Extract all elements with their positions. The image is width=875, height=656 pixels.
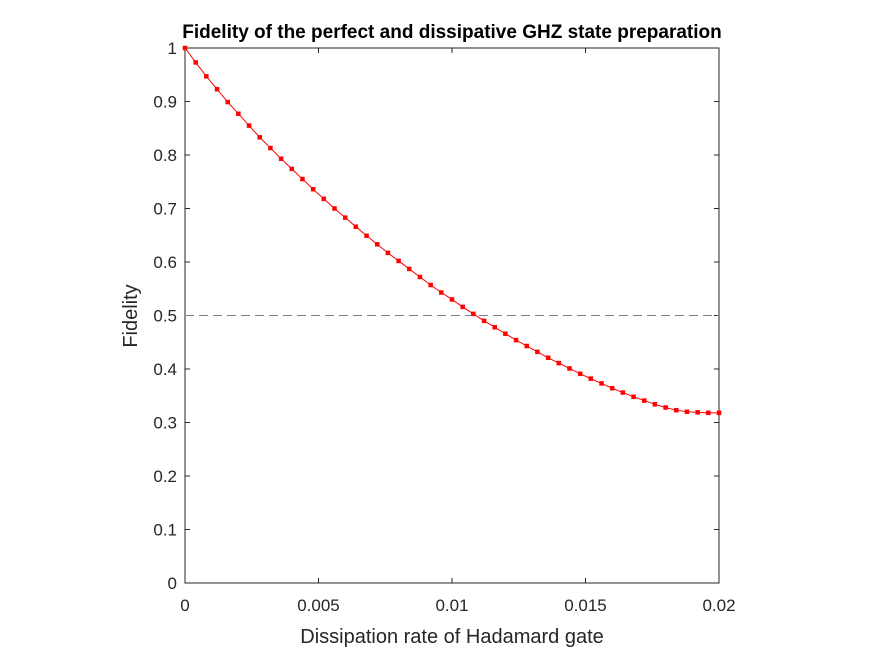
data-point bbox=[417, 274, 423, 280]
data-point bbox=[236, 111, 241, 117]
x-tick-label: 0.02 bbox=[702, 596, 735, 615]
y-tick-label: 0.8 bbox=[153, 146, 177, 165]
data-point bbox=[641, 398, 647, 403]
x-tick-label: 0.01 bbox=[435, 596, 468, 615]
data-point bbox=[289, 166, 295, 172]
y-tick-label: 0.9 bbox=[153, 93, 177, 112]
data-point bbox=[300, 176, 305, 182]
data-point bbox=[246, 123, 252, 128]
data-point bbox=[225, 99, 230, 105]
series-line bbox=[184, 47, 719, 414]
data-point bbox=[684, 409, 690, 415]
y-tick-label: 0.1 bbox=[153, 521, 177, 540]
data-point bbox=[353, 224, 359, 229]
data-point bbox=[716, 410, 722, 416]
y-tick-label: 0 bbox=[168, 574, 177, 593]
data-point bbox=[439, 290, 444, 295]
data-point bbox=[407, 266, 412, 272]
y-tick-label: 0.5 bbox=[153, 307, 177, 326]
x-tick-label: 0.015 bbox=[564, 596, 607, 615]
plot-area: 0 0.005 0.01 0.015 0.02 0 0.1 0.2 0.3 0.4 0.5 0.6 0.… bbox=[153, 39, 735, 615]
data-point bbox=[332, 206, 337, 211]
data-point bbox=[706, 410, 711, 416]
data-point bbox=[428, 282, 433, 288]
data-point bbox=[193, 60, 198, 65]
data-point bbox=[631, 394, 636, 400]
data-point bbox=[342, 215, 348, 220]
data-point bbox=[396, 258, 401, 264]
x-tick-label: 0.005 bbox=[297, 596, 340, 615]
data-point bbox=[492, 325, 497, 330]
data-point bbox=[310, 186, 316, 192]
x-axis-label: Dissipation rate of Hadamard gate bbox=[300, 626, 604, 648]
data-point bbox=[268, 145, 273, 151]
y-tick-label: 0.7 bbox=[153, 200, 177, 219]
y-tick-label: 0.6 bbox=[153, 253, 177, 272]
chart-title: Fidelity of the perfect and dissipative … bbox=[182, 22, 722, 43]
data-point bbox=[567, 366, 572, 371]
data-point bbox=[588, 376, 594, 381]
data-point bbox=[652, 402, 658, 407]
y-tick-label: 0.4 bbox=[153, 360, 177, 379]
data-point bbox=[620, 390, 626, 395]
data-point bbox=[556, 360, 562, 366]
data-point bbox=[214, 86, 220, 92]
y-tick-label: 0.3 bbox=[153, 414, 177, 433]
data-point bbox=[503, 331, 508, 336]
data-point bbox=[695, 410, 700, 415]
x-tick-label: 0 bbox=[180, 596, 189, 615]
data-point bbox=[257, 135, 263, 140]
data-point bbox=[663, 405, 668, 410]
y-axis-label: Fidelity bbox=[120, 284, 142, 347]
data-point bbox=[599, 381, 604, 386]
data-point bbox=[460, 304, 465, 310]
data-point bbox=[374, 242, 380, 247]
data-point bbox=[449, 297, 455, 302]
y-tick-label: 0.2 bbox=[153, 467, 177, 486]
data-point bbox=[535, 349, 540, 355]
data-point bbox=[321, 196, 327, 202]
data-point bbox=[513, 337, 519, 343]
data-point bbox=[481, 318, 487, 324]
data-point bbox=[204, 74, 209, 79]
data-point bbox=[471, 311, 476, 317]
y-tick-label: 1 bbox=[168, 39, 177, 58]
data-point bbox=[385, 250, 391, 256]
data-point bbox=[545, 355, 551, 361]
data-point bbox=[674, 407, 679, 413]
data-point bbox=[609, 386, 615, 391]
data-point bbox=[182, 45, 188, 51]
data-point bbox=[364, 233, 369, 239]
data-point bbox=[278, 156, 284, 161]
data-point bbox=[524, 343, 530, 349]
data-point bbox=[577, 371, 583, 377]
